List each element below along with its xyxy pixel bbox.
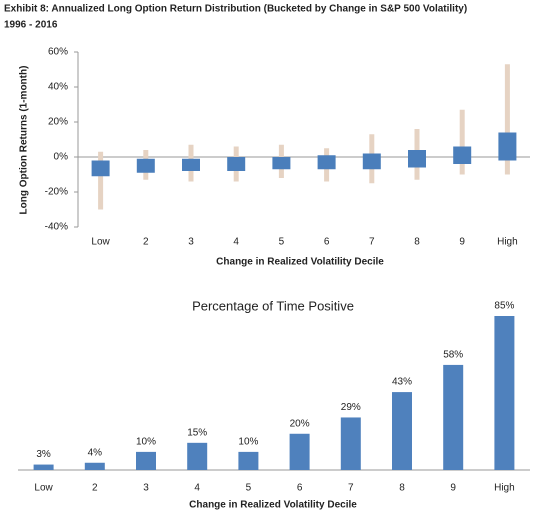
box bbox=[136, 158, 155, 173]
box bbox=[91, 160, 110, 177]
bar bbox=[494, 316, 515, 470]
x-tick-label: 8 bbox=[399, 483, 405, 494]
value-label: 4% bbox=[88, 447, 103, 458]
x-tick-label: 7 bbox=[369, 237, 375, 248]
value-label: 10% bbox=[136, 437, 156, 448]
range-bar bbox=[459, 109, 465, 175]
y-tick-label: 0% bbox=[54, 152, 69, 163]
y-tick-label: -40% bbox=[45, 222, 68, 233]
y-tick-label: 60% bbox=[48, 47, 68, 58]
x-tick-label: 4 bbox=[194, 483, 200, 494]
x-tick-label: Low bbox=[34, 483, 53, 494]
x-tick-label: 6 bbox=[297, 483, 303, 494]
bar bbox=[443, 364, 464, 470]
bar bbox=[187, 442, 208, 470]
x-tick-label: High bbox=[494, 483, 515, 494]
bar bbox=[289, 433, 310, 470]
bar bbox=[340, 417, 361, 470]
value-label: 85% bbox=[494, 301, 514, 312]
box bbox=[272, 157, 291, 170]
value-label: 43% bbox=[392, 377, 412, 388]
x-tick-label: 3 bbox=[143, 483, 149, 494]
range-bar bbox=[98, 151, 104, 210]
x-tick-label: 9 bbox=[459, 237, 465, 248]
x-tick-label: 8 bbox=[414, 237, 420, 248]
x-tick-label: 5 bbox=[279, 237, 285, 248]
x-tick-label: 2 bbox=[143, 237, 149, 248]
box bbox=[182, 158, 200, 171]
bar bbox=[33, 464, 54, 470]
x-tick-label: 9 bbox=[450, 483, 456, 494]
value-label: 10% bbox=[238, 437, 258, 448]
y-tick-label: 20% bbox=[48, 117, 68, 128]
range-bar bbox=[504, 64, 510, 175]
bar bbox=[84, 462, 105, 470]
box bbox=[453, 146, 472, 164]
x-tick-label: 2 bbox=[92, 483, 98, 494]
box bbox=[498, 132, 517, 161]
x-tick-label: High bbox=[497, 237, 518, 248]
bar bbox=[136, 451, 156, 470]
box bbox=[317, 155, 336, 170]
x-axis-label: Change in Realized Volatility Decile bbox=[189, 500, 357, 511]
chart-title: Percentage of Time Positive bbox=[192, 298, 354, 313]
value-label: 3% bbox=[36, 449, 51, 460]
x-tick-label: 5 bbox=[246, 483, 252, 494]
box bbox=[408, 150, 426, 168]
value-label: 29% bbox=[341, 402, 361, 413]
x-tick-label: 4 bbox=[233, 237, 239, 248]
bar bbox=[392, 392, 412, 470]
box bbox=[227, 157, 246, 171]
value-label: 15% bbox=[187, 427, 207, 438]
exhibit-title: Exhibit 8: Annualized Long Option Return… bbox=[4, 4, 467, 15]
exhibit-subtitle: 1996 - 2016 bbox=[4, 20, 58, 31]
x-tick-label: 6 bbox=[324, 237, 330, 248]
x-axis-label: Change in Realized Volatility Decile bbox=[216, 257, 384, 268]
x-tick-label: 3 bbox=[188, 237, 194, 248]
x-tick-label: Low bbox=[91, 237, 110, 248]
y-tick-label: 40% bbox=[48, 82, 68, 93]
y-tick-label: -20% bbox=[45, 187, 68, 198]
x-tick-label: 7 bbox=[348, 483, 354, 494]
value-label: 58% bbox=[443, 350, 463, 361]
bar bbox=[238, 451, 259, 470]
box bbox=[362, 153, 381, 170]
value-label: 20% bbox=[290, 418, 310, 429]
y-axis-label: Long Option Returns (1-month) bbox=[19, 66, 30, 215]
